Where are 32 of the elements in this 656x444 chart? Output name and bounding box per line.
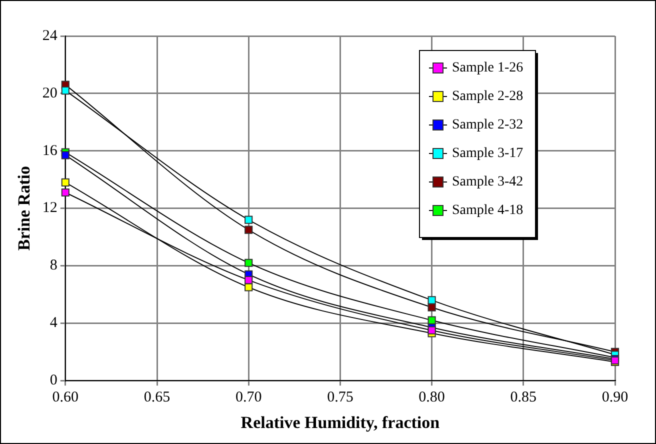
point [244,226,253,234]
legend-label: Sample 1-26 [452,60,524,76]
point [244,258,253,267]
point [428,303,436,312]
y-tick-label: 16 [42,142,58,159]
point [61,188,70,197]
point [244,276,253,284]
legend-label: Sample 2-32 [452,118,524,133]
x-tick-label: 0.65 [144,390,170,406]
x-tick-label: 0.85 [510,390,537,406]
legend-label: Sample 4-18 [452,203,524,218]
x-tick-label: 0.80 [418,390,445,406]
x-tick-label: 0.90 [602,390,628,406]
point [428,326,436,334]
x-tick-label: 0.75 [327,390,354,406]
legend-label: Sample 3-42 [452,174,524,190]
point [61,178,70,186]
x-axis-title: Relative Humidity, fraction [240,413,440,432]
point [428,296,436,304]
y-tick-label: 20 [42,85,58,102]
legend-label: Sample 3-17 [452,146,524,162]
y-axis-title: Brine Ratio [14,166,34,251]
x-tick-label: 0.60 [52,390,79,406]
legend-label: Sample 2-28 [452,89,524,104]
y-tick-label: 4 [50,315,58,332]
y-tick-label: 0 [50,372,58,389]
point [244,283,253,292]
y-tick-label: 24 [42,28,58,44]
point [244,216,253,224]
y-tick-label: 12 [42,200,58,216]
x-tick-label: 0.70 [235,390,262,406]
y-tick-label: 8 [50,258,58,274]
